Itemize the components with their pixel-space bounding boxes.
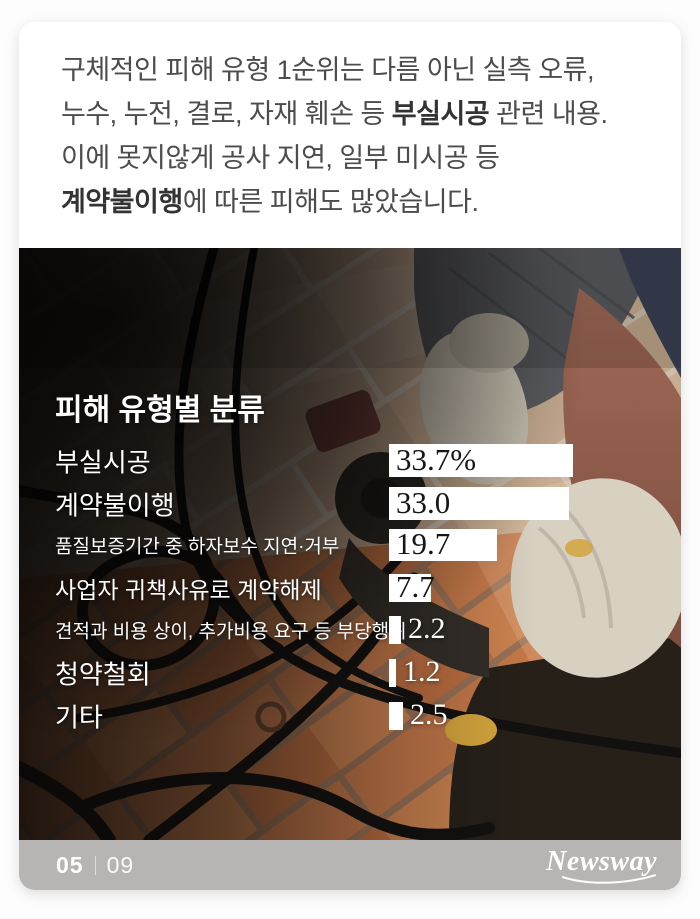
page-indicator: 05 09 (56, 852, 134, 879)
page-total: 09 (106, 851, 135, 878)
chart-bar-value: 1.2 (403, 654, 441, 688)
chart-bar (389, 702, 403, 730)
chart-row: 견적과 비용 상이, 추가비용 요구 등 부당행위 2.2 (55, 612, 681, 645)
intro-bold-keyword: 계약불이행 (61, 187, 183, 217)
chart-row-label: 청약철회 (55, 659, 151, 690)
intro-line: 계약불이행에 따른 피해도 많았습니다. (61, 180, 643, 224)
logo-swoosh-icon (561, 874, 657, 884)
chart-row: 품질보증기간 중 하자보수 지연·거부 19.7 (55, 525, 681, 561)
page-current: 05 (56, 851, 84, 878)
chart-row-label: 사업자 귀책사유로 계약해제 (55, 577, 322, 603)
intro-text: 구체적인 피해 유형 1순위는 다름 아닌 실측 오류, (61, 55, 595, 85)
photo-vignette-topleft (19, 248, 681, 840)
intro-text: 누수, 누전, 결로, 자재 훼손 등 (61, 99, 392, 129)
intro-bold-keyword: 부실시공 (391, 99, 490, 129)
chart-bar-value: 19.7 (396, 525, 451, 561)
chart-row-label: 견적과 비용 상이, 추가비용 요구 등 부당행위 (55, 621, 407, 643)
chart-bar-value: 33.7% (396, 441, 477, 477)
chart-row: 부실시공 33.7% (55, 441, 681, 477)
chart-bar-value: 2.2 (408, 611, 446, 645)
chart-bar: 19.7 (389, 525, 497, 561)
chart-row: 사업자 귀책사유로 계약해제 7.7 (55, 569, 681, 604)
chart-row: 계약불이행 33.0 (55, 484, 681, 520)
intro-text: 관련 내용. (489, 99, 608, 129)
chart-title: 피해 유형별 분류 (55, 394, 265, 427)
newsway-logo-text: Newsway (546, 846, 657, 877)
chart-row-label: 계약불이행 (55, 490, 175, 520)
chart-row-label: 부실시공 (55, 447, 151, 477)
intro-text: 이에 못지않게 공사 지연, 일부 미시공 등 (61, 143, 500, 173)
chart-bar-value: 2.5 (410, 697, 448, 731)
intro-text: 에 따른 피해도 많았습니다. (182, 187, 479, 217)
chart-bar (389, 616, 401, 644)
intro-line: 이에 못지않게 공사 지연, 일부 미시공 등 (61, 136, 643, 180)
chart-bar (389, 659, 396, 687)
chart-bar: 33.7% (389, 441, 573, 477)
page-divider (94, 855, 96, 875)
photo-section: 피해 유형별 분류 부실시공 33.7% 계약불이행 33.0 품질보증기간 중 하자보… (19, 248, 681, 840)
chart-row: 청약철회 1.2 (55, 655, 681, 690)
footer-bar: 05 09 Newsway (19, 840, 681, 890)
chart-row-label: 기타 (55, 702, 103, 733)
damage-type-chart: 피해 유형별 분류 부실시공 33.7% 계약불이행 33.0 품질보증기간 중 하자보… (19, 248, 681, 840)
chart-bar-value: 33.0 (396, 484, 451, 520)
chart-bar-value: 7.7 (396, 568, 435, 604)
newsway-logo: Newsway (546, 846, 657, 884)
chart-row: 기타 2.5 (55, 698, 681, 733)
news-card: 구체적인 피해 유형 1순위는 다름 아닌 실측 오류, 누수, 누전, 결로,… (19, 22, 681, 890)
chart-row-label: 품질보증기간 중 하자보수 지연·거부 (55, 536, 340, 558)
chart-bar: 7.7 (389, 569, 435, 604)
intro-line: 누수, 누전, 결로, 자재 훼손 등 부실시공 관련 내용. (61, 92, 643, 136)
chart-bar: 33.0 (389, 484, 569, 520)
intro-line: 구체적인 피해 유형 1순위는 다름 아닌 실측 오류, (61, 48, 643, 92)
photo-top-shade (19, 248, 681, 368)
intro-section: 구체적인 피해 유형 1순위는 다름 아닌 실측 오류, 누수, 누전, 결로,… (19, 22, 681, 248)
